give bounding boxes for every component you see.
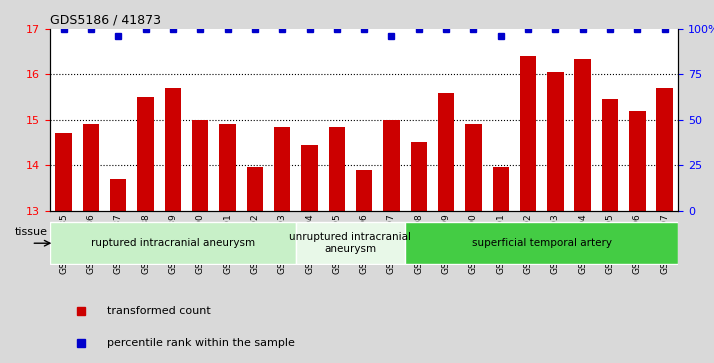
Bar bbox=[83, 124, 99, 211]
Bar bbox=[219, 124, 236, 211]
Bar bbox=[165, 88, 181, 211]
FancyBboxPatch shape bbox=[50, 222, 296, 264]
Bar bbox=[56, 133, 72, 211]
Bar bbox=[547, 72, 563, 211]
Text: transformed count: transformed count bbox=[106, 306, 211, 316]
Bar bbox=[274, 127, 291, 211]
Text: ruptured intracranial aneurysm: ruptured intracranial aneurysm bbox=[91, 238, 255, 248]
Bar bbox=[328, 127, 345, 211]
Text: unruptured intracranial
aneurysm: unruptured intracranial aneurysm bbox=[289, 232, 411, 254]
Bar bbox=[520, 56, 536, 211]
Bar bbox=[383, 120, 400, 211]
Bar bbox=[466, 124, 482, 211]
Text: tissue: tissue bbox=[15, 227, 48, 237]
Bar bbox=[301, 145, 318, 211]
FancyBboxPatch shape bbox=[296, 222, 405, 264]
Bar bbox=[575, 58, 591, 211]
Bar bbox=[656, 88, 673, 211]
Bar bbox=[493, 167, 509, 211]
Text: superficial temporal artery: superficial temporal artery bbox=[472, 238, 612, 248]
Bar bbox=[110, 179, 126, 211]
Bar bbox=[629, 111, 645, 211]
Bar bbox=[411, 142, 427, 211]
Bar bbox=[438, 93, 454, 211]
Bar bbox=[137, 97, 154, 211]
Bar bbox=[356, 170, 372, 211]
Bar bbox=[246, 167, 263, 211]
FancyBboxPatch shape bbox=[405, 222, 678, 264]
Text: percentile rank within the sample: percentile rank within the sample bbox=[106, 338, 294, 348]
Text: GDS5186 / 41873: GDS5186 / 41873 bbox=[50, 13, 161, 26]
Bar bbox=[192, 120, 208, 211]
Bar bbox=[602, 99, 618, 211]
